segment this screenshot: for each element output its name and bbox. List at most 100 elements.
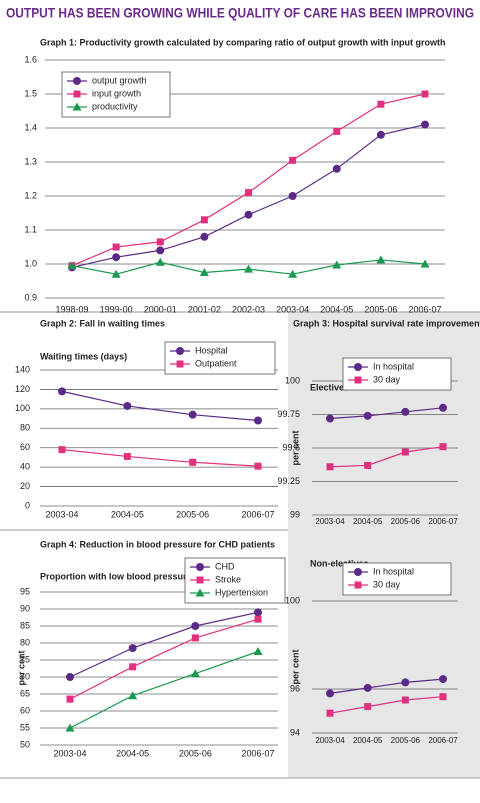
series-line — [329, 446, 444, 468]
marker — [332, 260, 342, 269]
legend-label: Outpatient — [195, 358, 237, 368]
marker — [123, 452, 131, 460]
legend-label: In hospital — [373, 566, 414, 576]
marker — [156, 238, 164, 246]
marker — [254, 416, 262, 425]
marker — [245, 189, 252, 197]
x-tick-label: 2005-06 — [176, 509, 209, 519]
marker — [66, 695, 74, 703]
y-tick-label: 100 — [285, 375, 300, 385]
x-tick-label: 2001-02 — [188, 304, 221, 314]
y-tick-label: 99.25 — [277, 476, 300, 486]
marker — [128, 644, 137, 653]
y-tick-label: 60 — [20, 442, 30, 452]
legend-marker — [176, 360, 184, 368]
marker — [58, 446, 66, 454]
chart-subtitle: Non-electives — [310, 558, 369, 568]
marker — [364, 461, 372, 469]
marker — [401, 407, 410, 416]
y-tick-label: 1.3 — [24, 156, 37, 166]
y-tick-label: 0 — [25, 500, 30, 510]
x-tick-label: 2003-04 — [53, 748, 86, 758]
chart-subtitle: Waiting times (days) — [40, 351, 127, 361]
legend-marker — [72, 102, 82, 111]
marker — [376, 130, 385, 139]
legend-label: Hypertension — [215, 587, 268, 597]
marker — [199, 268, 209, 276]
marker — [191, 634, 199, 642]
marker — [67, 261, 77, 270]
marker — [326, 689, 334, 698]
y-tick-label: 100 — [15, 403, 30, 413]
legend-marker — [354, 363, 362, 371]
marker — [289, 156, 297, 164]
x-tick-label: 1998-09 — [55, 304, 88, 314]
marker — [129, 663, 137, 671]
x-tick-label: 2000-01 — [144, 304, 177, 314]
marker — [439, 675, 447, 684]
marker — [190, 669, 200, 678]
y-tick-label: 0.9 — [24, 292, 37, 302]
x-tick-label: 2006-07 — [241, 748, 274, 758]
legend-marker — [196, 563, 204, 571]
y-axis-label: per cent — [290, 430, 300, 465]
marker — [244, 264, 253, 273]
marker — [401, 448, 409, 456]
series-line — [69, 618, 259, 700]
x-tick-label: 2004-05 — [116, 748, 149, 758]
chart-title: Graph 1: Productivity growth calculated … — [40, 37, 446, 47]
legend-marker — [354, 568, 362, 576]
y-tick-label: 20 — [20, 481, 30, 491]
x-tick-label: 2004-05 — [353, 517, 383, 526]
chart-title: Graph 4: Reduction in blood pressure for… — [40, 539, 275, 549]
x-tick-label: 2003-04 — [45, 509, 78, 519]
series-line — [329, 678, 444, 694]
y-tick-label: 1.2 — [24, 190, 37, 200]
y-tick-label: 50 — [20, 739, 30, 749]
y-tick-label: 1.0 — [24, 258, 37, 268]
y-tick-label: 1.4 — [24, 122, 37, 132]
y-tick-label: 60 — [20, 705, 30, 715]
y-tick-label: 100 — [285, 595, 300, 605]
y-tick-label: 85 — [20, 620, 30, 630]
marker — [326, 463, 334, 471]
legend — [342, 357, 452, 391]
legend-marker — [196, 576, 204, 584]
marker — [200, 216, 208, 224]
series-line — [69, 611, 259, 678]
y-tick-label: 90 — [20, 603, 30, 613]
series-line — [61, 390, 259, 422]
y-tick-label: 99.75 — [277, 409, 300, 419]
x-tick-label: 2006-07 — [428, 517, 458, 526]
marker — [377, 100, 385, 108]
y-tick-label: 140 — [15, 364, 30, 374]
x-tick-label: 2002-03 — [232, 304, 265, 314]
y-tick-label: 94 — [290, 727, 300, 737]
marker — [200, 232, 209, 241]
legend-label: output growth — [92, 75, 147, 85]
x-tick-label: 1999-00 — [100, 304, 133, 314]
marker — [363, 411, 372, 420]
series-line — [61, 449, 259, 467]
series-line — [329, 696, 444, 714]
legend-label: Stroke — [215, 574, 241, 584]
y-tick-label: 70 — [20, 671, 30, 681]
y-tick-label: 99 — [290, 509, 300, 519]
marker — [244, 210, 253, 219]
legend — [342, 562, 452, 596]
y-tick-label: 120 — [15, 384, 30, 394]
marker — [326, 709, 334, 717]
marker — [112, 253, 121, 262]
marker — [65, 723, 75, 732]
x-tick-label: 2005-06 — [391, 736, 421, 745]
y-tick-label: 75 — [20, 654, 30, 664]
legend-marker — [354, 581, 362, 589]
page-title: OUTPUT HAS BEEN GROWING WHILE QUALITY OF… — [6, 5, 474, 21]
chart-title: Graph 3: Hospital survival rate improvem… — [293, 318, 480, 328]
x-tick-label: 2003-04 — [315, 736, 345, 745]
marker — [253, 647, 263, 655]
legend-label: 30 day — [373, 579, 401, 589]
legend-label: In hospital — [373, 361, 414, 371]
marker — [421, 120, 429, 129]
legend-label: Hospital — [195, 345, 228, 355]
